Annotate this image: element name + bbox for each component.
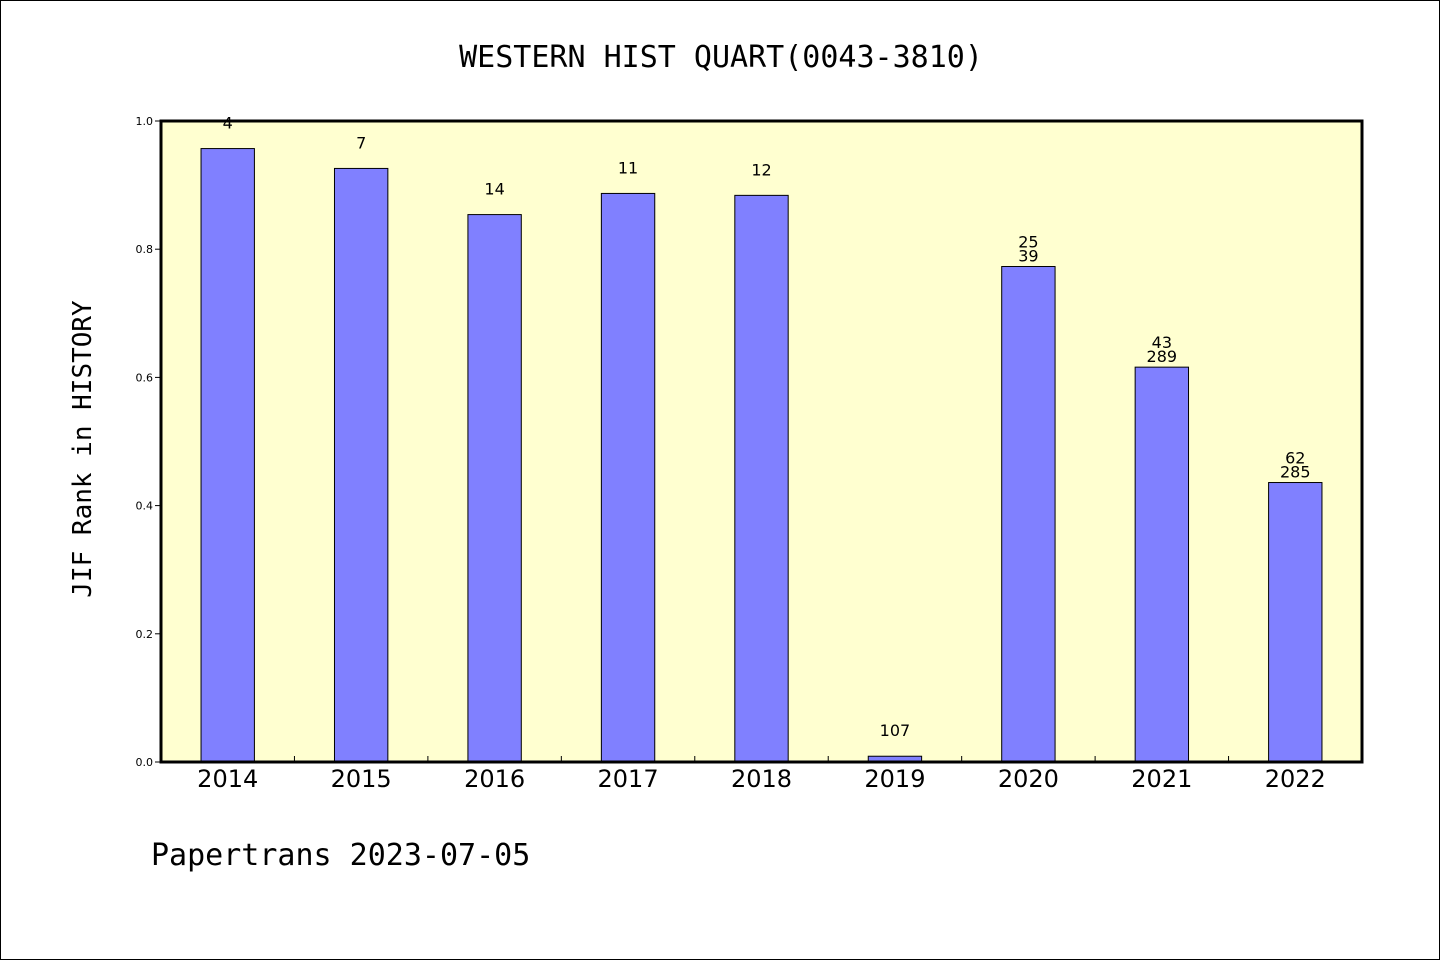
plot-border: [159, 119, 1364, 764]
x-tick-label: 2021: [1131, 765, 1192, 793]
bars: [200, 148, 1323, 763]
data-label-top: 43: [1152, 333, 1172, 352]
data-label-top: 25: [1018, 233, 1038, 252]
x-tick-label: 2019: [864, 765, 925, 793]
bar-2017: [600, 192, 656, 763]
bar-2021: [1134, 366, 1190, 763]
x-tick-label: 2020: [998, 765, 1059, 793]
x-tick-label: 2022: [1265, 765, 1326, 793]
footer-credit: Papertrans 2023-07-05: [151, 838, 530, 873]
x-tick-label: 2018: [731, 765, 792, 793]
y-tick-label: 1.0: [136, 115, 154, 128]
chart-title: WESTERN HIST QUART(0043-3810): [459, 40, 983, 75]
data-label-top: 107: [880, 721, 911, 740]
data-label-top: 12: [751, 160, 771, 179]
data-label-top: 11: [618, 158, 638, 177]
x-tick-label: 2015: [331, 765, 392, 793]
y-tick-label: 0.0: [136, 756, 154, 769]
x-tick-label: 2016: [464, 765, 525, 793]
bar-2015: [333, 167, 389, 763]
data-label-bottom: 289: [1147, 347, 1178, 366]
data-label-top: 7: [356, 133, 366, 152]
x-axis-ticks: 2014 2015 2016 2017 2018 2019 2020 2021 2022: [197, 756, 1326, 793]
x-tick-label: 2014: [197, 765, 258, 793]
bar-2014: [200, 148, 255, 763]
bar-2018: [734, 194, 789, 763]
y-tick-label: 0.8: [136, 243, 154, 256]
bar-2016: [467, 214, 522, 763]
data-label-top: 62: [1285, 449, 1305, 468]
x-tick-label: 2017: [598, 765, 659, 793]
data-label-top: 4: [223, 114, 233, 133]
y-tick-label: 0.2: [136, 628, 154, 641]
y-tick-label: 0.4: [136, 500, 154, 513]
y-axis-label: JIF Rank in HISTORY: [68, 300, 98, 598]
data-label-bottom: 39: [1018, 247, 1038, 266]
data-label-top: 14: [484, 180, 504, 199]
y-tick-label: 0.6: [136, 371, 154, 384]
bar-2022: [1268, 482, 1323, 763]
y-axis-ticks: 0.0 0.2 0.4 0.6 0.8 1.0: [136, 115, 161, 769]
bar-2020: [1001, 266, 1056, 763]
data-label-bottom: 285: [1280, 463, 1311, 482]
